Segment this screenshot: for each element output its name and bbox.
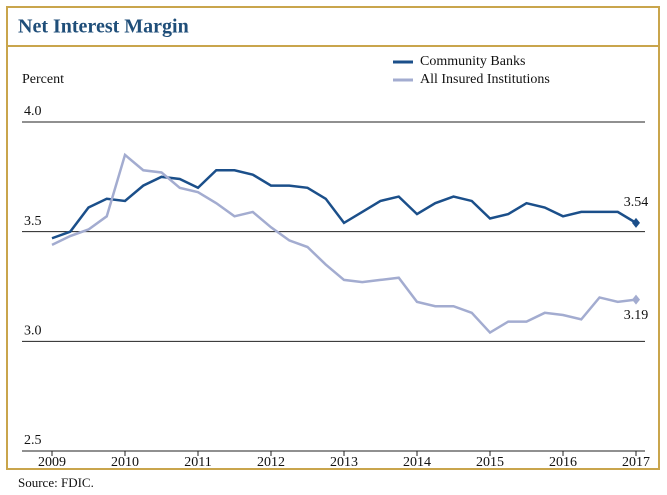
y-tick-label: 3.0: [24, 324, 42, 339]
series-line: [51, 169, 637, 240]
chart-title: Net Interest Margin: [18, 16, 189, 38]
x-tick-label: 2011: [184, 455, 211, 470]
series-line: [51, 152, 637, 335]
source: Source: FDIC.: [18, 475, 94, 490]
y-axis-label: Percent: [22, 72, 64, 87]
x-tick-label: 2015: [476, 455, 504, 470]
data-label: 3.19: [624, 308, 649, 323]
x-tick-label: 2017: [622, 455, 650, 470]
x-tick-label: 2013: [330, 455, 358, 470]
x-tick-label: 2010: [111, 455, 139, 470]
end-marker: [632, 217, 640, 228]
data-label: 3.54: [624, 195, 649, 210]
legend-label: Community Banks: [420, 54, 525, 69]
end-marker: [632, 294, 640, 305]
x-tick-label: 2016: [549, 455, 577, 470]
y-tick-label: 4.0: [24, 104, 42, 119]
x-tick-label: 2014: [403, 455, 431, 470]
x-tick-label: 2009: [38, 455, 66, 470]
y-tick-label: 2.5: [24, 433, 42, 448]
frame: [6, 6, 660, 470]
legend-label: All Insured Institutions: [420, 72, 550, 87]
y-tick-label: 3.5: [24, 214, 42, 229]
x-tick-label: 2012: [257, 455, 285, 470]
